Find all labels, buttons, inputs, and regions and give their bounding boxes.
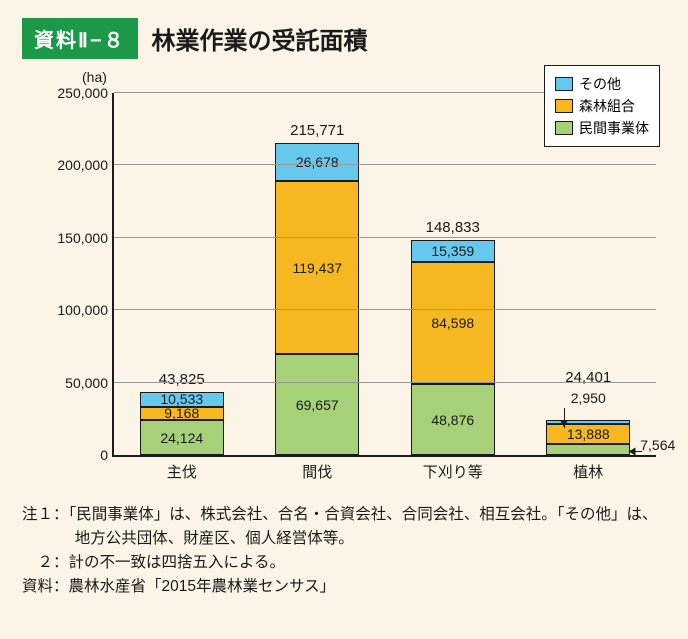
swatch-private: [555, 121, 573, 135]
ytick-label: 100,000: [57, 302, 114, 318]
arrow-head-icon: [560, 420, 568, 427]
header: 資料Ⅱ−８ 林業作業の受託面積: [22, 18, 666, 59]
segment-label: 69,657: [296, 397, 339, 413]
segment-label: 15,359: [431, 243, 474, 259]
bar-segment-coop: 13,888: [546, 424, 630, 444]
segment-label: 48,876: [431, 412, 474, 428]
legend-item-coop: 森林組合: [555, 96, 649, 116]
legend-item-other: その他: [555, 74, 649, 94]
note-1: 注１：「民間事業体」は、株式会社、合名・合資会社、合同会社、相互会社。「その他」…: [22, 503, 666, 551]
segment-label: 24,124: [160, 430, 203, 446]
note-2: ２：計の不一致は四捨五入による。: [22, 551, 666, 575]
stacked-bar-chart: (ha) その他 森林組合 民間事業体 24,1249,16810,53343,…: [22, 69, 666, 489]
bar-column: 48,87684,59815,359148,833下刈り等: [411, 93, 495, 455]
footnotes: 注１：「民間事業体」は、株式会社、合名・合資会社、合同会社、相互会社。「その他」…: [22, 503, 666, 599]
ytick-label: 250,000: [57, 85, 114, 101]
segment-label: 26,678: [296, 154, 339, 170]
bar-segment-private: [546, 444, 630, 455]
bar-segment-coop: 9,168: [140, 407, 224, 420]
ytick-label: 50,000: [65, 375, 114, 391]
gridline: [114, 237, 656, 238]
plot-area: 24,1249,16810,53343,825主伐69,657119,43726…: [112, 93, 656, 457]
gridline: [114, 382, 656, 383]
ytick-label: 200,000: [57, 157, 114, 173]
document-badge: 資料Ⅱ−８: [22, 18, 138, 59]
bar-segment-coop: 84,598: [411, 262, 495, 384]
bars-row: 24,1249,16810,53343,825主伐69,657119,43726…: [114, 93, 656, 455]
segment-label: 13,888: [567, 426, 610, 442]
legend-item-private: 民間事業体: [555, 118, 649, 138]
gridline: [114, 309, 656, 310]
bar-column: 24,1249,16810,53343,825主伐: [140, 93, 224, 455]
swatch-coop: [555, 99, 573, 113]
swatch-other: [555, 77, 573, 91]
y-axis-unit: (ha): [82, 69, 107, 85]
bar-segment-coop: 119,437: [275, 181, 359, 354]
segment-label-other-offset: 2,950: [546, 390, 630, 420]
category-label: 植林: [504, 455, 672, 482]
bar-segment-private: 69,657: [275, 354, 359, 455]
bar-total-label: 215,771: [233, 122, 401, 143]
bar-column: 69,657119,43726,678215,771間伐: [275, 93, 359, 455]
page-title: 林業作業の受託面積: [152, 21, 368, 56]
legend: その他 森林組合 民間事業体: [544, 65, 660, 147]
segment-label: 10,533: [160, 391, 203, 407]
segment-label: 9,168: [164, 405, 199, 421]
bar-segment-other: 10,533: [140, 392, 224, 407]
gridline: [114, 164, 656, 165]
ytick-label: 150,000: [57, 230, 114, 246]
note-source: 資料：農林水産省「2015年農林業センサス」: [22, 575, 666, 599]
segment-label: 119,437: [292, 260, 342, 276]
bar-column: 13,88824,4012,9507,564植林: [546, 93, 630, 455]
legend-label: その他: [579, 74, 621, 94]
bar-segment-other: 15,359: [411, 240, 495, 262]
ytick-label: 0: [100, 447, 114, 463]
bar-segment-other: 26,678: [275, 143, 359, 182]
bar-segment-other: [546, 420, 630, 424]
bar-segment-private: 24,124: [140, 420, 224, 455]
bar-segment-private: 48,876: [411, 384, 495, 455]
segment-label: 84,598: [431, 315, 474, 331]
legend-label: 森林組合: [579, 96, 635, 116]
legend-label: 民間事業体: [579, 118, 649, 138]
